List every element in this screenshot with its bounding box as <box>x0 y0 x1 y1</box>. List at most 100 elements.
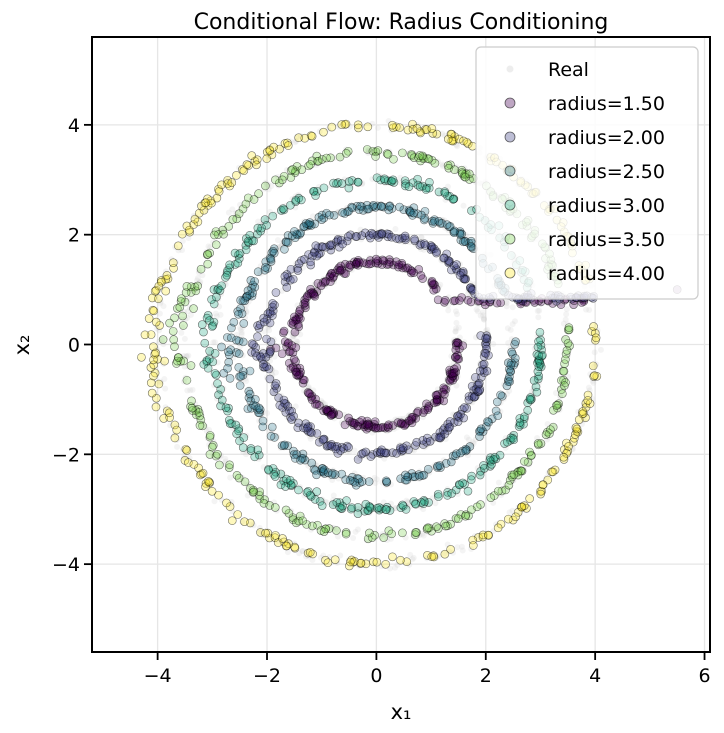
point-radius=4.00 <box>591 333 601 343</box>
real-point <box>237 324 244 331</box>
real-point <box>238 331 245 338</box>
x-axis-label: x₁ <box>391 700 412 724</box>
real-point <box>449 458 456 465</box>
point-radius=3.50 <box>175 302 185 312</box>
point-radius=2.00 <box>468 285 477 295</box>
real-point <box>474 308 481 315</box>
point-radius=3.00 <box>217 395 227 405</box>
real-point <box>348 504 355 511</box>
point-radius=4.00 <box>247 151 257 160</box>
point-radius=1.50 <box>379 256 389 266</box>
real-point <box>505 339 512 346</box>
real-point <box>222 455 229 462</box>
point-radius=2.00 <box>288 274 298 284</box>
real-point <box>397 476 404 483</box>
point-radius=3.00 <box>525 394 535 404</box>
real-point <box>216 303 223 310</box>
real-point <box>428 437 435 444</box>
point-radius=4.00 <box>182 446 192 455</box>
real-point <box>468 441 475 448</box>
point-radius=2.50 <box>345 475 355 485</box>
real-point <box>238 329 245 336</box>
point-radius=3.00 <box>485 455 495 465</box>
point-radius=2.00 <box>268 302 277 312</box>
point-radius=3.50 <box>341 149 351 158</box>
point-radius=2.50 <box>417 210 426 220</box>
legend-marker <box>504 97 516 109</box>
real-point <box>305 460 312 467</box>
point-radius=3.50 <box>504 480 514 490</box>
point-radius=3.50 <box>277 175 287 185</box>
real-point <box>343 448 350 455</box>
real-point <box>463 434 470 441</box>
point-radius=4.00 <box>233 510 243 519</box>
point-radius=3.50 <box>205 431 215 440</box>
real-point <box>212 339 219 346</box>
point-radius=2.00 <box>289 411 298 421</box>
point-radius=3.50 <box>168 326 178 336</box>
real-point <box>243 309 250 316</box>
point-radius=3.50 <box>332 526 341 535</box>
point-radius=3.50 <box>210 230 219 240</box>
point-radius=4.00 <box>305 548 315 557</box>
real-point <box>504 325 511 332</box>
real-point <box>414 405 421 412</box>
real-point <box>241 305 248 312</box>
real-point <box>582 306 589 313</box>
y-tick-label: 0 <box>68 335 80 357</box>
point-radius=2.50 <box>224 347 233 357</box>
point-radius=4.00 <box>151 317 161 327</box>
point-radius=2.00 <box>338 239 347 249</box>
point-radius=2.50 <box>317 215 327 224</box>
real-point <box>503 391 510 398</box>
real-point <box>374 124 381 131</box>
point-radius=2.50 <box>364 204 373 214</box>
point-radius=4.00 <box>443 134 453 144</box>
point-radius=4.00 <box>281 541 291 551</box>
point-radius=2.00 <box>286 264 296 274</box>
real-point <box>403 497 410 504</box>
point-radius=1.50 <box>326 411 336 420</box>
real-point <box>479 468 486 475</box>
real-point <box>495 479 502 486</box>
point-radius=3.50 <box>441 521 451 531</box>
point-radius=2.00 <box>318 242 327 252</box>
real-point <box>254 452 261 459</box>
point-radius=2.50 <box>245 366 255 376</box>
point-radius=3.00 <box>353 509 363 518</box>
point-radius=3.50 <box>454 514 463 524</box>
point-radius=1.50 <box>433 295 443 305</box>
point-radius=3.50 <box>319 527 329 536</box>
real-point <box>421 410 428 417</box>
point-radius=4.00 <box>589 322 598 331</box>
real-point <box>328 242 335 249</box>
point-radius=3.00 <box>238 443 248 452</box>
legend-label: radius=4.00 <box>548 263 665 285</box>
point-radius=2.00 <box>307 428 316 438</box>
point-radius=4.00 <box>222 498 231 508</box>
real-point <box>511 318 518 325</box>
point-radius=2.50 <box>217 342 226 352</box>
point-radius=3.50 <box>398 528 407 538</box>
point-radius=2.00 <box>400 231 410 241</box>
point-radius=1.50 <box>453 351 462 360</box>
point-radius=2.00 <box>306 257 315 267</box>
real-point <box>497 408 504 415</box>
point-radius=3.50 <box>281 505 291 515</box>
point-radius=2.50 <box>261 263 270 272</box>
point-radius=3.50 <box>560 381 569 390</box>
real-point <box>597 346 604 353</box>
point-radius=2.00 <box>377 229 387 238</box>
real-point <box>503 303 510 310</box>
legend-marker <box>504 131 516 143</box>
point-radius=4.00 <box>269 142 278 152</box>
real-point <box>271 389 278 396</box>
real-point <box>394 416 401 423</box>
point-radius=3.50 <box>165 318 174 328</box>
real-point <box>506 387 513 394</box>
point-radius=1.50 <box>304 388 314 398</box>
real-point <box>511 342 518 349</box>
point-radius=3.50 <box>219 229 228 239</box>
real-point <box>266 327 273 334</box>
point-radius=3.00 <box>217 281 226 291</box>
